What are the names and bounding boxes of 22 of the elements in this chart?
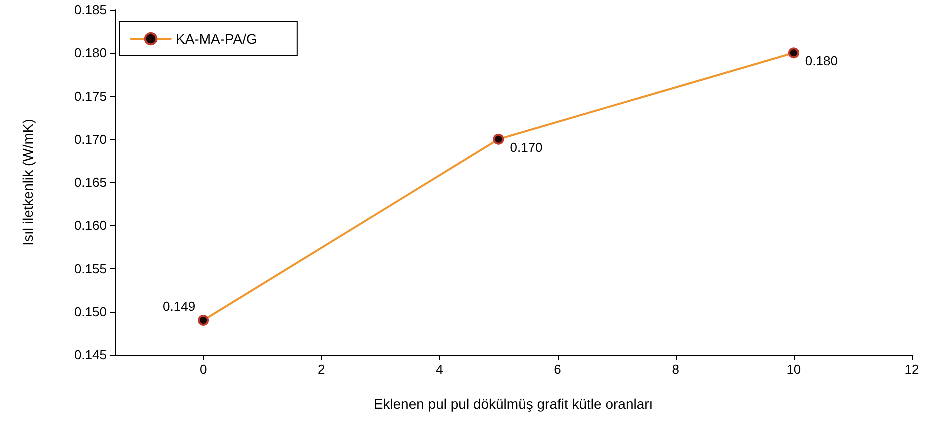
x-tick-label: 8	[672, 362, 680, 377]
y-tick-label: 0.185	[74, 2, 107, 18]
y-tick-label: 0.170	[74, 132, 107, 147]
data-label: 0.149	[163, 299, 196, 314]
x-axis-title: Eklenen pul pul dökülmüş grafit kütle oranları	[374, 396, 654, 412]
data-label: 0.180	[805, 54, 838, 69]
y-tick-label: 0.180	[74, 46, 107, 61]
data-label: 0.170	[510, 140, 543, 155]
x-tick-label: 0	[200, 362, 208, 377]
y-axis-title: Isıl iletkenlik (W/mK)	[20, 119, 36, 246]
y-tick-label: 0.155	[74, 261, 107, 276]
x-tick-label: 10	[786, 362, 802, 377]
x-tick-label: 12	[904, 362, 920, 377]
x-tick-label: 4	[436, 362, 444, 377]
y-tick-label: 0.150	[74, 304, 107, 320]
y-tick-label: 0.165	[74, 175, 107, 190]
y-tick-label: 0.145	[74, 348, 107, 362]
x-tick-label: 6	[554, 362, 562, 377]
y-tick-label: 0.175	[74, 88, 107, 104]
legend-label: KA-MA-PA/G	[176, 31, 258, 47]
y-tick-label: 0.160	[74, 218, 107, 234]
x-tick-label: 2	[318, 362, 326, 377]
